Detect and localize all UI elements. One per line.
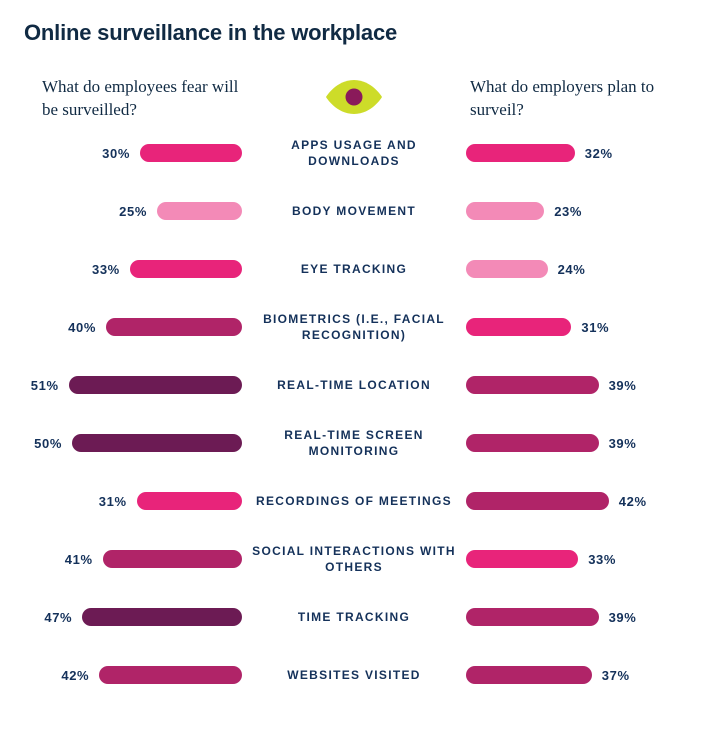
left-bar — [72, 434, 242, 452]
left-bar — [157, 202, 242, 220]
right-percent: 42% — [619, 494, 647, 509]
right-bar — [466, 144, 575, 162]
bar-right-row: 31% — [464, 298, 684, 356]
right-bar — [466, 608, 599, 626]
left-bar — [99, 666, 242, 684]
eye-icon — [324, 78, 384, 116]
left-percent: 40% — [68, 320, 96, 335]
bar-left-row: 33% — [24, 240, 244, 298]
bar-right-row: 39% — [464, 588, 684, 646]
bar-right-row: 42% — [464, 472, 684, 530]
category-label: WEBSITES VISITED — [244, 646, 464, 704]
category-label: REAL-TIME LOCATION — [244, 356, 464, 414]
right-heading: What do employers plan to surveil? — [464, 76, 684, 122]
left-bar — [106, 318, 242, 336]
right-percent: 33% — [588, 552, 616, 567]
category-label: EYE TRACKING — [244, 240, 464, 298]
left-bar — [82, 608, 242, 626]
right-percent: 39% — [609, 436, 637, 451]
right-bar — [466, 260, 548, 278]
left-percent: 50% — [34, 436, 62, 451]
category-label: REAL-TIME SCREEN MONITORING — [244, 414, 464, 472]
bar-right-row: 32% — [464, 124, 684, 182]
right-bar — [466, 318, 571, 336]
right-bar — [466, 492, 609, 510]
bar-left-row: 47% — [24, 588, 244, 646]
left-heading: What do employees fear will be surveille… — [24, 76, 244, 122]
bar-left-row: 30% — [24, 124, 244, 182]
right-percent: 39% — [609, 610, 637, 625]
right-bar — [466, 434, 599, 452]
category-label: BIOMETRICS (I.E., FACIAL RECOGNITION) — [244, 298, 464, 356]
right-bar — [466, 550, 578, 568]
category-label: APPS USAGE AND DOWNLOADS — [244, 124, 464, 182]
bar-left-row: 25% — [24, 182, 244, 240]
bar-left-row: 31% — [24, 472, 244, 530]
right-percent: 39% — [609, 378, 637, 393]
left-bar — [130, 260, 242, 278]
right-bar — [466, 376, 599, 394]
right-bar — [466, 202, 544, 220]
bar-left-row: 41% — [24, 530, 244, 588]
bar-right-row: 39% — [464, 414, 684, 472]
bar-right-row: 24% — [464, 240, 684, 298]
left-percent: 41% — [65, 552, 93, 567]
left-percent: 33% — [92, 262, 120, 277]
left-bar — [140, 144, 242, 162]
right-percent: 37% — [602, 668, 630, 683]
bar-left-row: 40% — [24, 298, 244, 356]
right-bar — [466, 666, 592, 684]
right-percent: 24% — [558, 262, 586, 277]
chart-grid: What do employees fear will be surveille… — [24, 74, 679, 704]
left-bar — [103, 550, 242, 568]
bar-right-row: 39% — [464, 356, 684, 414]
category-label: TIME TRACKING — [244, 588, 464, 646]
left-percent: 25% — [119, 204, 147, 219]
left-percent: 42% — [61, 668, 89, 683]
bar-left-row: 51% — [24, 356, 244, 414]
left-bar — [137, 492, 242, 510]
right-percent: 23% — [554, 204, 582, 219]
left-percent: 51% — [31, 378, 59, 393]
right-percent: 31% — [581, 320, 609, 335]
left-percent: 47% — [44, 610, 72, 625]
left-percent: 30% — [102, 146, 130, 161]
category-label: SOCIAL INTERACTIONS WITH OTHERS — [244, 530, 464, 588]
category-label: BODY MOVEMENT — [244, 182, 464, 240]
bar-left-row: 50% — [24, 414, 244, 472]
bar-left-row: 42% — [24, 646, 244, 704]
right-percent: 32% — [585, 146, 613, 161]
category-label: RECORDINGS OF MEETINGS — [244, 472, 464, 530]
bar-right-row: 37% — [464, 646, 684, 704]
left-percent: 31% — [99, 494, 127, 509]
bar-right-row: 33% — [464, 530, 684, 588]
eye-icon-wrap — [244, 74, 464, 124]
bar-right-row: 23% — [464, 182, 684, 240]
chart-title: Online surveillance in the workplace — [24, 20, 679, 46]
left-bar — [69, 376, 242, 394]
